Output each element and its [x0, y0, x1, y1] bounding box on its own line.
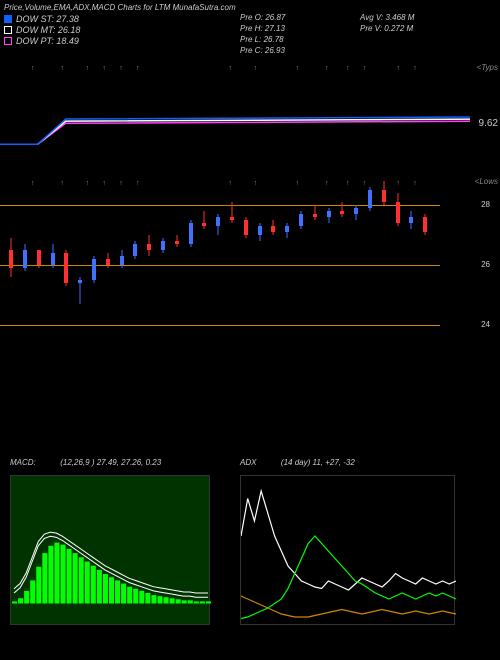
gridline	[0, 205, 440, 206]
legend-swatch	[4, 15, 12, 23]
marker-row: ↑ ↑ ↑ ↑ ↑ ↑ ↑ ↑ ↑ ↑ ↑ ↑ ↑ ↑	[10, 180, 430, 190]
adx-label: ADX (14 day) 11, +27, -32	[240, 458, 355, 467]
y-axis-tick: 24	[481, 320, 490, 329]
legend-label: DOW ST: 27.38	[16, 14, 79, 24]
y-axis-tick: 28	[481, 200, 490, 209]
ema-value: 9.62	[479, 118, 498, 129]
marker-arrow-icon: ↑	[346, 180, 350, 187]
marker-arrow-icon: ↑	[363, 180, 367, 187]
adx-chart	[240, 475, 455, 625]
legend-label: DOW PT: 18.49	[16, 36, 79, 46]
chart-title: Price,Volume,EMA,ADX,MACD Charts for LTM…	[4, 3, 496, 12]
marker-arrow-icon: ↑	[119, 180, 123, 187]
legend-label: DOW MT: 26.18	[16, 25, 80, 35]
macd-chart	[10, 475, 210, 625]
marker-arrow-icon: ↑	[413, 180, 417, 187]
trend-label: <Lows	[475, 177, 498, 186]
macd-title: MACD:	[10, 458, 36, 467]
marker-arrow-icon: ↑	[296, 180, 300, 187]
y-axis-tick: 26	[481, 260, 490, 269]
candlestick-panel: ↑↑↑↑↑↑↑↑↑↑↑↑↑↑<Lows282624	[0, 175, 470, 355]
macd-params: (12,26,9 ) 27.49, 27.26, 0.23	[60, 458, 161, 467]
marker-arrow-icon: ↑	[60, 180, 64, 187]
marker-arrow-icon: ↑	[102, 180, 106, 187]
macd-label: MACD: (12,26,9 ) 27.49, 27.26, 0.23	[10, 458, 161, 467]
marker-arrow-icon: ↑	[325, 180, 329, 187]
marker-arrow-icon: ↑	[228, 180, 232, 187]
adx-params: (14 day) 11, +27, -32	[281, 458, 355, 467]
legend-swatch	[4, 37, 12, 45]
marker-arrow-icon: ↑	[86, 180, 90, 187]
trend-label: <Typs	[477, 63, 498, 72]
ohlc-info: Pre O: 26.87Pre H: 27.13Pre L: 26.78Pre …	[240, 12, 285, 56]
adx-title: ADX	[240, 458, 256, 467]
marker-arrow-icon: ↑	[136, 180, 140, 187]
marker-arrow-icon: ↑	[396, 180, 400, 187]
gridline	[0, 325, 440, 326]
marker-arrow-icon: ↑	[31, 180, 35, 187]
ema-panel: ↑↑↑↑↑↑↑↑↑↑↑↑↑↑<Typs9.62	[0, 55, 470, 160]
legend-swatch	[4, 26, 12, 34]
volume-info: Avg V: 3.468 MPre V: 0.272 M	[360, 12, 414, 34]
marker-arrow-icon: ↑	[254, 180, 258, 187]
